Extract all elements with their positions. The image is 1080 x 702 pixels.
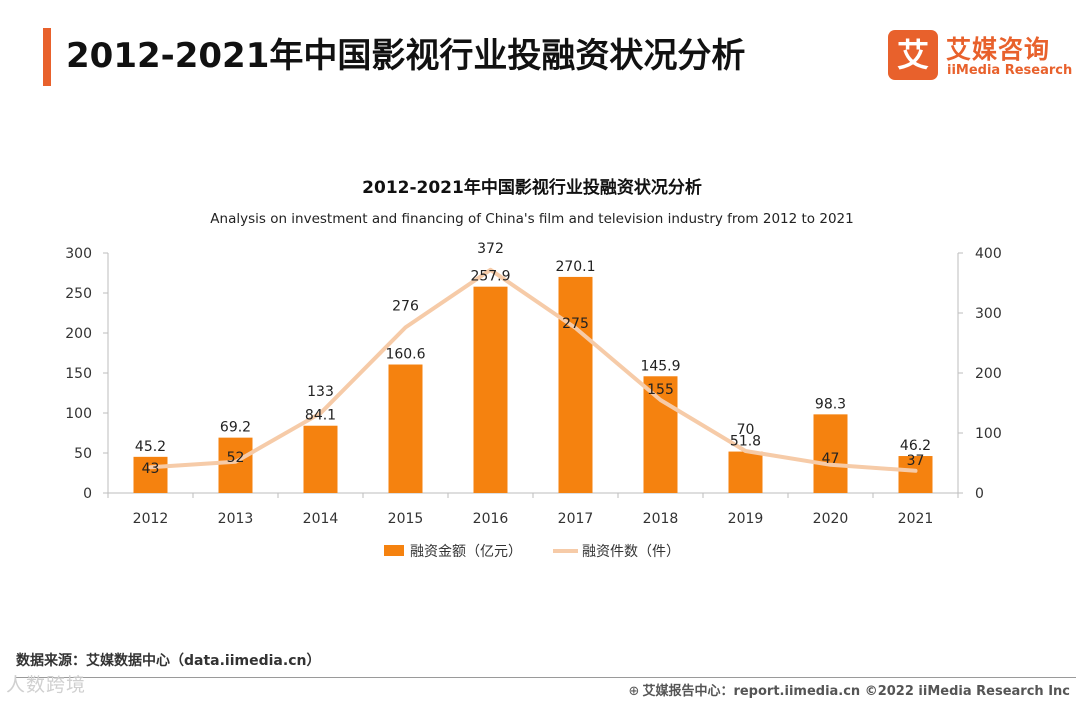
bar <box>643 376 678 493</box>
bar-value-label: 46.2 <box>900 438 931 454</box>
page-title: 2012-2021年中国影视行业投融资状况分析 <box>66 36 746 76</box>
line-value-label: 47 <box>822 451 840 467</box>
logo-subtitle: iiMedia Research <box>947 63 1073 78</box>
y-left-tick-label: 250 <box>65 286 92 302</box>
x-tick-label: 2014 <box>303 511 339 527</box>
line-value-label: 133 <box>307 384 334 400</box>
line-value-label: 372 <box>477 241 504 257</box>
x-tick-label: 2016 <box>473 511 509 527</box>
line-value-label: 43 <box>142 461 160 477</box>
count-line <box>148 267 918 473</box>
x-tick-label: 2021 <box>898 511 934 527</box>
watermark: 人数跨境 <box>6 674 87 696</box>
bar <box>898 456 933 493</box>
line-value-label: 155 <box>647 382 674 398</box>
chart-subtitle: Analysis on investment and financing of … <box>210 211 853 227</box>
y-right-tick-label: 400 <box>975 246 1002 262</box>
legend-label-count: 融资件数（件） <box>582 544 680 560</box>
line-value-label: 37 <box>907 453 925 469</box>
x-tick-label: 2015 <box>388 511 424 527</box>
bar-value-label: 145.9 <box>640 358 680 374</box>
data-source-note: 数据来源：艾媒数据中心（data.iimedia.cn） <box>16 653 321 669</box>
bar-value-label: 257.9 <box>470 269 510 285</box>
legend-label-amount: 融资金额（亿元） <box>410 544 522 560</box>
y-right-tick-label: 100 <box>975 426 1002 442</box>
bar <box>473 286 508 493</box>
footer-text: 艾媒报告中心：report.iimedia.cn ©2022 iiMedia R… <box>642 684 1070 699</box>
y-left-tick-label: 200 <box>65 326 92 342</box>
y-left-tick-label: 0 <box>83 486 92 502</box>
line-value-label: 275 <box>562 316 589 332</box>
bar-value-label: 270.1 <box>555 259 595 275</box>
globe-icon: ⊕ <box>628 684 640 699</box>
x-tick-label: 2020 <box>813 511 849 527</box>
x-tick-label: 2017 <box>558 511 594 527</box>
bar-value-label: 160.6 <box>385 347 425 363</box>
y-left-tick-label: 50 <box>74 446 92 462</box>
x-tick-label: 2012 <box>133 511 169 527</box>
bar <box>218 437 253 493</box>
chart-title: 2012-2021年中国影视行业投融资状况分析 <box>362 177 702 198</box>
bar <box>133 456 168 493</box>
x-tick-label: 2018 <box>643 511 679 527</box>
y-left-tick-label: 150 <box>65 366 92 382</box>
line-value-label: 276 <box>392 298 419 314</box>
footer: ⊕ 艾媒报告中心：report.iimedia.cn ©2022 iiMedia … <box>629 680 1070 699</box>
logo-mark-icon: 艾 <box>888 30 938 80</box>
y-right-tick-label: 200 <box>975 366 1002 382</box>
y-right-tick-label: 300 <box>975 306 1002 322</box>
iimedia-logo: 艾 艾媒咨询 iiMedia Research <box>888 30 1072 82</box>
bar <box>728 451 763 493</box>
footer-divider <box>16 677 1076 678</box>
legend-swatch-amount <box>384 545 404 556</box>
x-tick-label: 2019 <box>728 511 764 527</box>
line-value-label: 52 <box>227 450 245 466</box>
bar <box>388 364 423 493</box>
line-value-label: 70 <box>737 422 755 438</box>
bar <box>558 276 593 493</box>
bar-value-label: 51.8 <box>730 434 761 450</box>
y-right-tick-label: 0 <box>975 486 984 502</box>
bar <box>813 414 848 493</box>
bar-value-label: 84.1 <box>305 408 336 424</box>
x-tick-label: 2013 <box>218 511 254 527</box>
bar-value-label: 45.2 <box>135 439 166 455</box>
bar <box>303 425 338 493</box>
title-accent-bar <box>43 28 51 86</box>
y-left-tick-label: 300 <box>65 246 92 262</box>
bar-value-label: 98.3 <box>815 396 846 412</box>
bar-value-label: 69.2 <box>220 420 251 436</box>
logo-name: 艾媒咨询 <box>946 35 1051 64</box>
y-left-tick-label: 100 <box>65 406 92 422</box>
